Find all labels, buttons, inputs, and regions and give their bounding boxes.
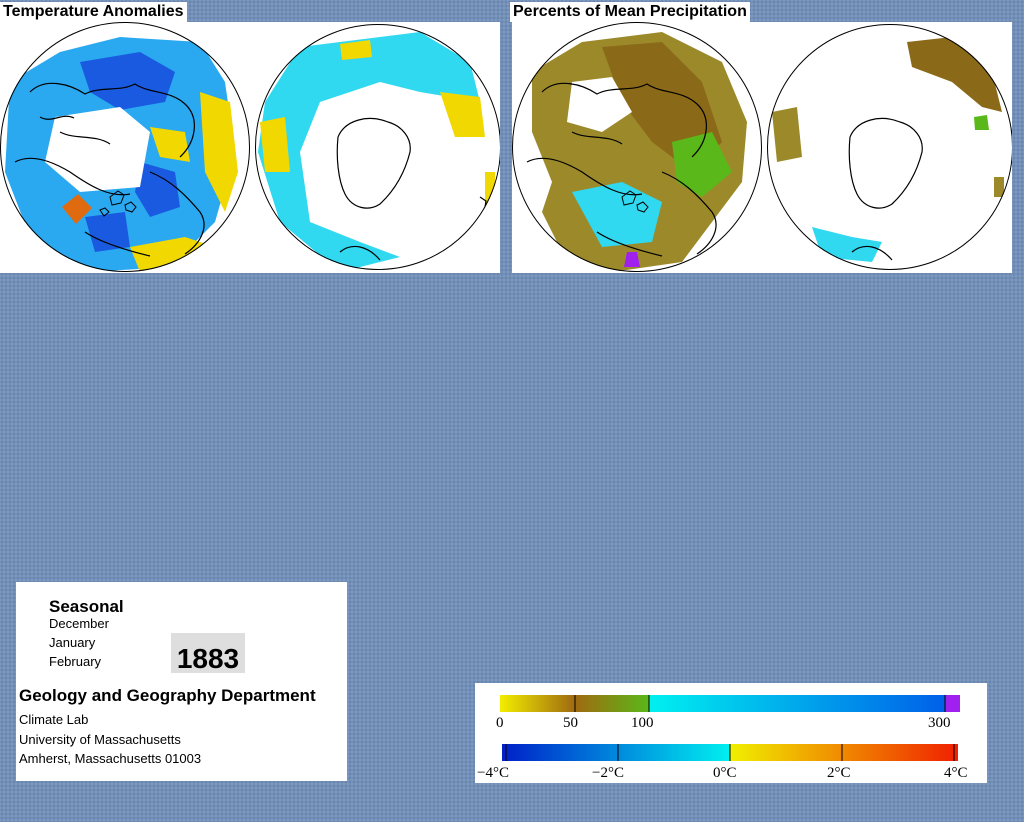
temperature-scale-cold — [502, 744, 730, 761]
university-name: University of Massachusetts — [19, 732, 181, 747]
coastline — [14, 82, 205, 257]
temperature-globe-west — [5, 37, 238, 272]
precipitation-tick-label: 300 — [928, 715, 951, 731]
precipitation-field-east — [772, 37, 1004, 262]
globe-outline — [767, 24, 1012, 270]
legend-panel: 0 50 100 300 −4°C −2°C 0°C 2°C 4°C — [475, 683, 987, 783]
precipitation-scale-wet — [649, 695, 945, 712]
coastline — [526, 82, 717, 257]
wet-precipitation-region — [812, 227, 882, 262]
temperature-tick-label: 0°C — [713, 765, 737, 781]
color-legends: 0 50 100 300 −4°C −2°C 0°C 2°C 4°C — [477, 695, 968, 781]
department-name: Geology and Geography Department — [19, 686, 316, 705]
dry-precipitation-region — [772, 107, 802, 162]
warm-anomaly-region — [340, 40, 372, 60]
temperature-anomaly-field-west — [5, 37, 238, 272]
warm-anomaly-region — [150, 127, 190, 162]
temperature-maps — [0, 22, 500, 272]
warm-anomaly-region — [260, 117, 290, 172]
warm-anomaly-region — [200, 92, 238, 212]
cold-anomaly-region — [85, 212, 130, 252]
month-label: January — [49, 635, 96, 650]
green-precipitation-region — [672, 132, 732, 197]
precipitation-maps — [512, 22, 1012, 272]
precipitation-globe-west — [526, 32, 747, 272]
temperature-map-panel — [0, 22, 500, 273]
month-label: February — [49, 654, 102, 669]
missing-data-region — [45, 107, 150, 192]
wet-precipitation-region — [572, 182, 662, 247]
precipitation-tick-label: 100 — [631, 715, 654, 731]
coastline — [848, 117, 923, 261]
max-precipitation-region — [624, 252, 640, 267]
coastline — [336, 117, 487, 261]
month-label: December — [49, 616, 109, 631]
season-label: Seasonal — [49, 597, 124, 616]
globe-outline — [0, 22, 250, 272]
precipitation-globe-east — [772, 37, 1004, 262]
temperature-tick-label: 2°C — [827, 765, 851, 781]
temperature-anomaly-field-east — [258, 32, 495, 270]
temperature-globe-east — [258, 32, 495, 270]
precipitation-legend: 0 50 100 300 — [496, 695, 960, 731]
precipitation-scale-overflow — [945, 695, 960, 712]
temperature-legend: −4°C −2°C 0°C 2°C 4°C — [477, 744, 968, 781]
info-panel: Seasonal December January February 1883 … — [16, 582, 347, 781]
precipitation-map-panel — [512, 22, 1012, 273]
arctic-islands — [621, 190, 649, 213]
precipitation-tick-label: 0 — [496, 715, 504, 731]
temperature-tick-label: 4°C — [944, 765, 968, 781]
cold-anomaly-region — [135, 162, 180, 217]
arctic-islands — [99, 190, 137, 217]
globe-outline — [512, 22, 762, 272]
warm-anomaly-region — [440, 92, 485, 137]
precipitation-field-west — [532, 32, 747, 272]
temperature-scale-warm — [730, 744, 958, 761]
lab-name: Climate Lab — [19, 712, 89, 727]
precipitation-title: Percents of Mean Precipitation — [510, 2, 750, 22]
year-display: 1883 — [171, 633, 245, 673]
globe-outline — [255, 24, 500, 270]
precipitation-tick-label: 50 — [563, 715, 578, 731]
temperature-tick-label: −2°C — [592, 765, 624, 781]
warm-anomaly-region — [485, 172, 495, 207]
mild-anomaly-region — [258, 32, 480, 270]
hot-anomaly-region — [62, 194, 92, 224]
missing-data-region — [567, 77, 632, 132]
brown-precipitation-region — [907, 37, 1002, 112]
address-line: Amherst, Massachusetts 01003 — [19, 751, 202, 766]
dry-precipitation-region — [994, 177, 1004, 197]
temperature-tick-label: −4°C — [477, 765, 509, 781]
green-precipitation-region — [974, 115, 989, 130]
cold-anomaly-region — [80, 52, 175, 110]
temperature-title: Temperature Anomalies — [0, 2, 187, 22]
